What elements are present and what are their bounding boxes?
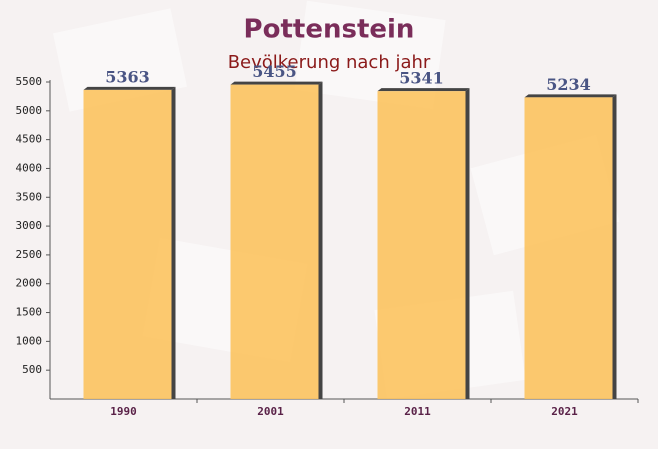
y-tick-label: 1000 (16, 334, 43, 347)
bar-shadow (171, 86, 176, 399)
bar (524, 97, 613, 400)
y-tick-label: 3000 (16, 219, 43, 232)
bar-shadow-top (524, 94, 617, 98)
x-tick-label: 2021 (551, 405, 578, 418)
value-label: 5455 (252, 62, 297, 81)
y-tick-label: 500 (22, 363, 42, 376)
y-tick-label: 2000 (16, 277, 43, 290)
bar (83, 89, 172, 399)
y-tick-label: 4500 (16, 133, 43, 146)
chart-title: Pottenstein (244, 15, 415, 45)
y-tick-label: 2500 (16, 248, 43, 261)
y-tick-label: 3500 (16, 190, 43, 203)
bar-shadow (612, 94, 617, 400)
value-label: 5363 (105, 67, 150, 86)
y-tick-label: 4000 (16, 161, 43, 174)
chart-subtitle: Bevölkerung nach jahr (228, 52, 431, 73)
value-label: 5234 (546, 75, 591, 94)
x-tick-label: 1990 (110, 405, 137, 418)
bar-shadow-top (230, 81, 323, 85)
bar-shadow-top (83, 86, 176, 90)
x-tick-label: 2011 (404, 405, 431, 418)
bar (377, 91, 466, 399)
bar-shadow (318, 81, 323, 400)
value-label: 5341 (399, 69, 444, 88)
bar-shadow (465, 88, 470, 399)
y-tick-label: 5500 (16, 75, 43, 88)
y-tick-label: 1500 (16, 306, 43, 319)
x-tick-label: 2001 (257, 405, 284, 418)
y-tick-label: 5000 (16, 104, 43, 117)
bar-shadow-top (377, 88, 470, 92)
bar (230, 84, 319, 400)
